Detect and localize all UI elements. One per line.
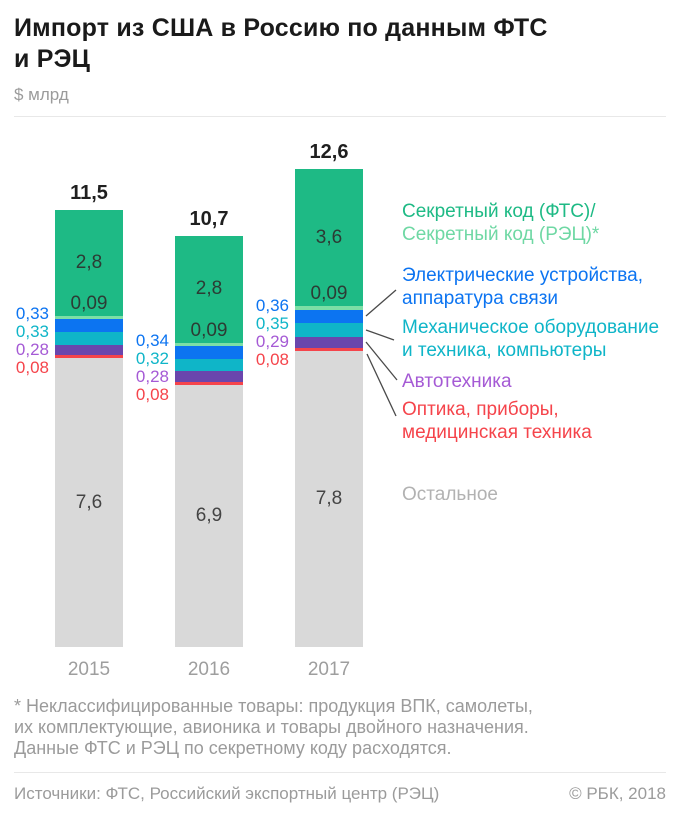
legend-label-electric: Электрические устройства, — [402, 265, 643, 286]
segment-other — [55, 358, 123, 647]
bar-2017: 3,6 0,09 7,8 — [295, 169, 363, 647]
legend-item-auto: Автотехника — [402, 370, 512, 393]
value-label-secret-rec: 0,09 — [310, 283, 348, 305]
segment-secret_rec — [295, 306, 363, 310]
legend-item-optics: Оптика, приборы, медицинская техника — [402, 398, 592, 444]
segment-mech — [175, 358, 243, 372]
year-label: 2017 — [307, 659, 351, 680]
side-label-optics: 0,08 — [15, 358, 49, 378]
segment-electric — [295, 309, 363, 324]
side-label-electric: 0,34 — [135, 330, 169, 350]
copyright-label: © РБК, 2018 — [569, 784, 666, 803]
segment-secret_rec — [55, 316, 123, 320]
segment-optics — [295, 347, 363, 351]
year-label: 2015 — [67, 659, 111, 680]
legend-item-electric: Электрические устройства, аппаратура связ… — [402, 264, 643, 310]
value-label-other: 7,6 — [75, 491, 103, 513]
value-label-secret: 2,8 — [195, 278, 223, 300]
side-label-mech: 0,33 — [15, 322, 49, 342]
legend-label-secret-code: Секретный код (ФТС)/ — [402, 201, 596, 222]
legend-label-mech: и техника, компьютеры — [402, 340, 607, 361]
connector-optics — [366, 353, 397, 417]
bar-2015: 2,8 0,09 7,6 — [55, 209, 123, 647]
year-label: 2016 — [187, 659, 231, 680]
segment-mech — [295, 323, 363, 337]
total-label: 10,7 — [189, 208, 229, 231]
side-label-auto: 0,29 — [255, 331, 289, 351]
total-label: 12,6 — [309, 141, 349, 164]
side-label-optics: 0,08 — [135, 384, 169, 404]
legend-label-mech: Механическое оборудование — [402, 317, 660, 338]
sources-label: Источники: ФТС, Российский экспортный це… — [14, 784, 440, 803]
page-title-line-1: Импорт из США в Россию по данным ФТС — [14, 14, 548, 42]
legend-item-mech: Механическое оборудование и техника, комп… — [402, 316, 659, 362]
segment-auto — [175, 371, 243, 382]
value-label-secret: 2,8 — [75, 251, 103, 273]
footnote-line-2: их комплектующие, авионика и товары двой… — [14, 717, 529, 737]
segment-secret_fts — [55, 209, 123, 317]
side-label-mech: 0,32 — [135, 348, 169, 368]
connector-mech — [365, 329, 395, 341]
value-label-secret: 3,6 — [315, 226, 343, 248]
value-label-other: 7,8 — [315, 487, 343, 509]
units-label: $ млрд — [14, 85, 69, 104]
segment-other — [175, 384, 243, 647]
value-label-secret-rec: 0,09 — [190, 319, 228, 341]
segment-optics — [175, 381, 243, 385]
side-label-auto: 0,28 — [135, 366, 169, 386]
legend-label-optics: Оптика, приборы, — [402, 399, 559, 420]
bar-2016: 2,8 0,09 6,9 — [175, 236, 243, 647]
page-title: Импорт из США в Россию по данным ФТС и Р… — [14, 13, 654, 75]
footer-divider — [14, 772, 666, 773]
segment-auto — [55, 344, 123, 356]
value-label-secret-rec: 0,09 — [70, 293, 108, 315]
segment-secret_fts — [295, 169, 363, 307]
legend-label-secret-code: Секретный код (РЭЦ)* — [402, 224, 600, 245]
side-label-optics: 0,08 — [255, 349, 289, 369]
segment-secret_fts — [175, 236, 243, 343]
legend-label-electric: аппаратура связи — [402, 288, 559, 309]
side-label-mech: 0,35 — [255, 313, 289, 333]
legend-item-secret-code: Секретный код (ФТС)/Секретный код (РЭЦ)* — [402, 200, 599, 246]
segment-other — [295, 350, 363, 647]
legend-label-other: Остальное — [402, 484, 498, 505]
connector-auto — [365, 341, 398, 381]
total-label: 11,5 — [70, 181, 108, 204]
segment-secret_rec — [175, 342, 243, 347]
legend-label-auto: Автотехника — [402, 371, 512, 392]
connector-electric — [365, 289, 397, 317]
segment-mech — [55, 331, 123, 345]
page-title-line-2: и РЭЦ — [14, 45, 91, 73]
side-label-electric: 0,33 — [15, 304, 49, 324]
footnote-line-3: Данные ФТС и РЭЦ по секретному коду расх… — [14, 738, 452, 758]
legend-item-other: Остальное — [402, 483, 498, 506]
side-label-auto: 0,28 — [15, 340, 49, 360]
value-label-other: 6,9 — [195, 504, 223, 526]
footnote-line-1: * Неклассифицированные товары: продукция… — [14, 696, 533, 716]
source-row: Источники: ФТС, Российский экспортный це… — [14, 784, 666, 804]
side-label-electric: 0,36 — [255, 295, 289, 315]
legend-label-optics: медицинская техника — [402, 422, 592, 443]
segment-electric — [55, 319, 123, 332]
header-divider — [14, 116, 666, 117]
segment-optics — [55, 355, 123, 359]
segment-auto — [295, 336, 363, 348]
segment-electric — [175, 346, 243, 359]
footnote: * Неклассифицированные товары: продукция… — [14, 696, 654, 759]
